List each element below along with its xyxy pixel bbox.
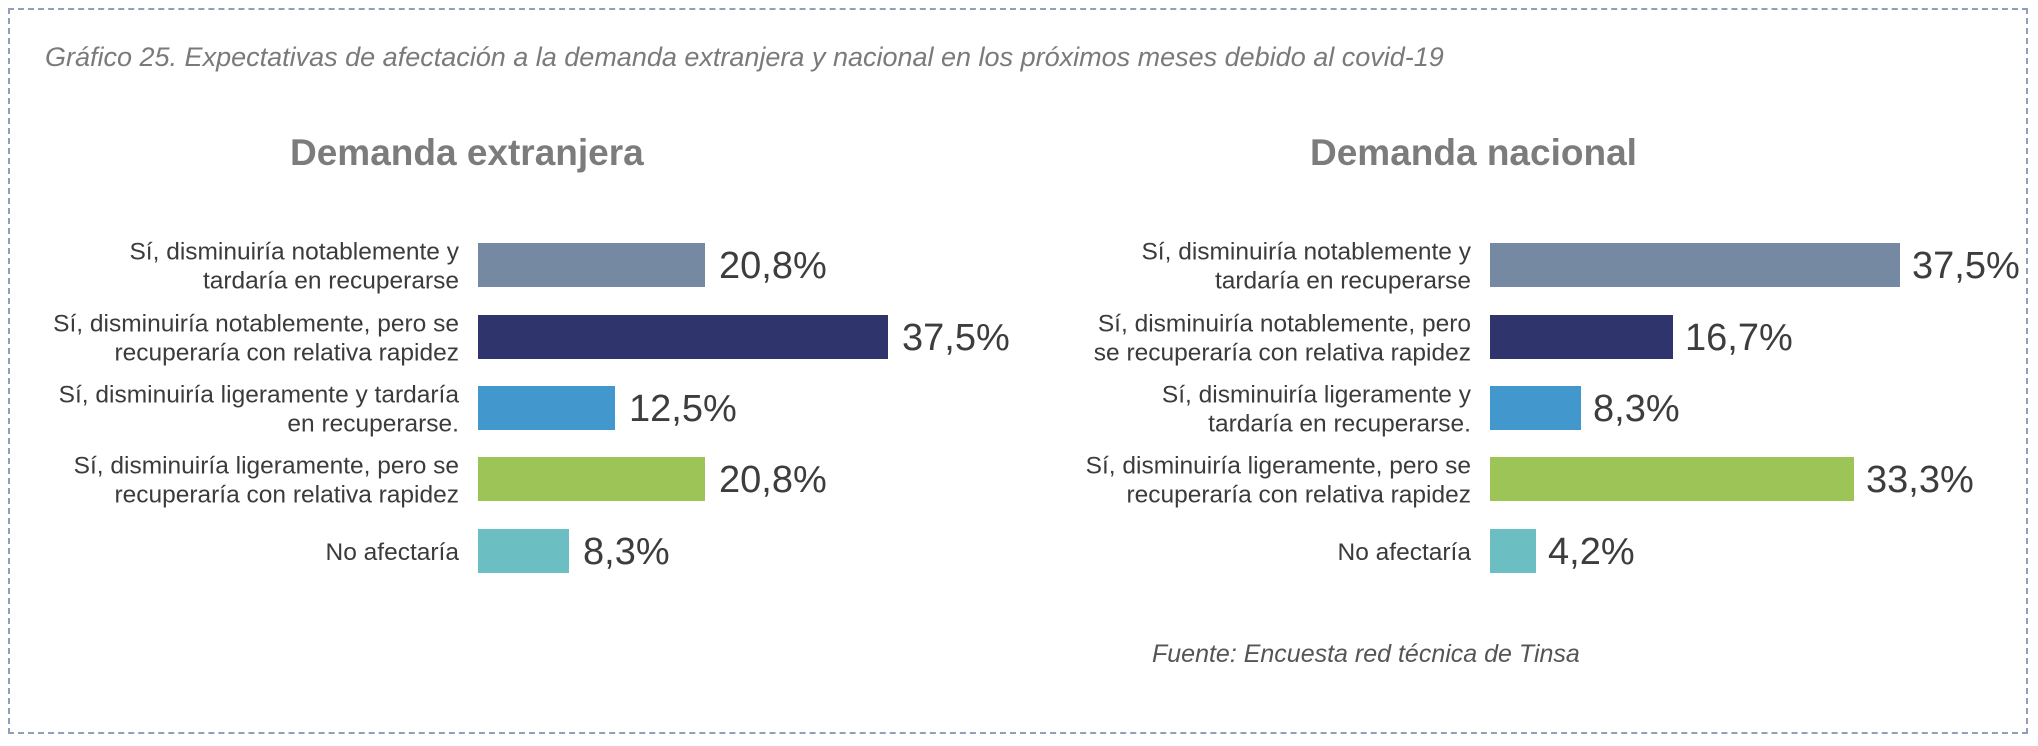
- chart-frame: [8, 8, 2028, 734]
- value-label: 37,5%: [902, 317, 1010, 359]
- value-label: 33,3%: [1866, 459, 1974, 501]
- bar-nacional-5: [1490, 529, 1536, 573]
- panel-title-nacional: Demanda nacional: [1310, 132, 1637, 173]
- category-label: Sí, disminuiría ligeramente, pero se: [74, 453, 459, 480]
- value-label: 8,3%: [1593, 388, 1680, 430]
- value-label: 20,8%: [719, 459, 827, 501]
- value-label: 12,5%: [629, 388, 737, 430]
- bar-nacional-3: [1490, 386, 1581, 430]
- value-label: 4,2%: [1548, 531, 1635, 573]
- category-label: recuperaría con relativa rapidez: [114, 482, 459, 509]
- category-label: recuperaría con relativa rapidez: [114, 340, 459, 367]
- category-label: No afectaría: [326, 539, 460, 566]
- bar-extranjera-3: [478, 386, 615, 430]
- figure-title: Gráfico 25. Expectativas de afectación a…: [45, 42, 1444, 72]
- bar-extranjera-1: [478, 243, 705, 287]
- category-label: en recuperarse.: [287, 411, 459, 438]
- value-label: 37,5%: [1912, 245, 2020, 287]
- value-label: 8,3%: [583, 531, 670, 573]
- source-note: Fuente: Encuesta red técnica de Tinsa: [1152, 640, 1580, 668]
- bar-extranjera-2: [478, 315, 888, 359]
- category-label: tardaría en recuperarse: [1215, 268, 1471, 295]
- category-label: se recuperaría con relativa rapidez: [1094, 340, 1471, 367]
- bar-extranjera-4: [478, 457, 705, 501]
- value-label: 20,8%: [719, 245, 827, 287]
- panel-title-extranjera: Demanda extranjera: [290, 132, 644, 173]
- category-label: recuperaría con relativa rapidez: [1126, 482, 1471, 509]
- category-label: Sí, disminuiría ligeramente, pero se: [1086, 453, 1471, 480]
- category-label: tardaría en recuperarse.: [1208, 411, 1471, 438]
- bar-nacional-2: [1490, 315, 1673, 359]
- bar-nacional-1: [1490, 243, 1900, 287]
- category-label: Sí, disminuiría ligeramente y tardaría: [59, 382, 460, 409]
- bar-extranjera-5: [478, 529, 569, 573]
- category-label: No afectaría: [1338, 539, 1472, 566]
- bar-nacional-4: [1490, 457, 1854, 501]
- category-label: Sí, disminuiría ligeramente y: [1162, 382, 1472, 409]
- category-label: Sí, disminuiría notablemente y: [1141, 239, 1471, 266]
- category-label: Sí, disminuiría notablemente, pero se: [53, 311, 459, 338]
- category-label: Sí, disminuiría notablemente y: [129, 239, 459, 266]
- value-label: 16,7%: [1685, 317, 1793, 359]
- category-label: Sí, disminuiría notablemente, pero: [1098, 311, 1471, 338]
- category-label: tardaría en recuperarse: [203, 268, 459, 295]
